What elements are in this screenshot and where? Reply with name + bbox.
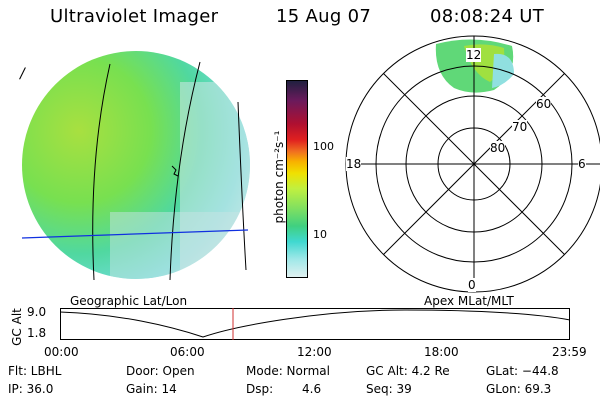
dsp-value: 4.6 [302,382,322,396]
date-label: 15 Aug 07 [276,6,372,27]
colorbar-tick-100: 100 [313,140,334,153]
glat-info: GLat: −44.8 [486,364,559,378]
mlt-label-18: 18 [346,157,362,171]
geographic-caption: Geographic Lat/Lon [70,294,188,308]
altitude-x-tick-0000: 00:00 [44,345,79,359]
meridian-line [169,61,201,281]
lat-label-80: 80 [490,141,506,155]
altitude-y-tick-high: 9.0 [27,305,47,319]
polar-plot [345,35,600,293]
gain-info: Gain: 14 [126,382,177,396]
mlt-label-6: 6 [578,157,586,171]
mlt-label-12: 12 [466,48,482,62]
meridian-line [237,101,247,271]
dsp-label: Dsp: [246,382,274,396]
door-info: Door: Open [126,364,195,378]
altitude-x-tick-1800: 18:00 [424,345,459,359]
gc-alt-info: GC Alt: 4.2 Re [366,364,450,378]
filter-info: Flt: LBHL [8,364,62,378]
instrument-title: Ultraviolet Imager [50,6,219,27]
colorbar-unit: photon cm⁻²s⁻¹ [272,130,286,224]
meridian-line [92,63,111,281]
altitude-x-tick-0600: 06:00 [170,345,205,359]
glon-info: GLon: 69.3 [486,382,552,396]
altitude-x-tick-1200: 12:00 [297,345,332,359]
altitude-y-tick-low: 1.8 [27,326,47,340]
seq-info: Seq: 39 [366,382,412,396]
altitude-plot [59,308,571,340]
geographic-image [21,51,250,281]
time-label: 08:08:24 UT [430,6,545,27]
lat-label-70: 70 [512,120,528,134]
mode-info: Mode: Normal [246,364,330,378]
polar-caption: Apex MLat/MLT [424,294,514,308]
ip-info: IP: 36.0 [8,382,54,396]
mlt-label-0: 0 [468,278,476,292]
corner-mark: / [20,66,25,82]
altitude-x-tick-2359: 23:59 [552,345,587,359]
lat-label-60: 60 [536,97,552,111]
colorbar-tick-10: 10 [313,228,327,241]
coastline [171,165,179,177]
altitude-y-title: GC Alt [10,308,24,346]
longitude-line [21,229,249,239]
colorbar [286,80,308,278]
altitude-curve [59,309,571,338]
